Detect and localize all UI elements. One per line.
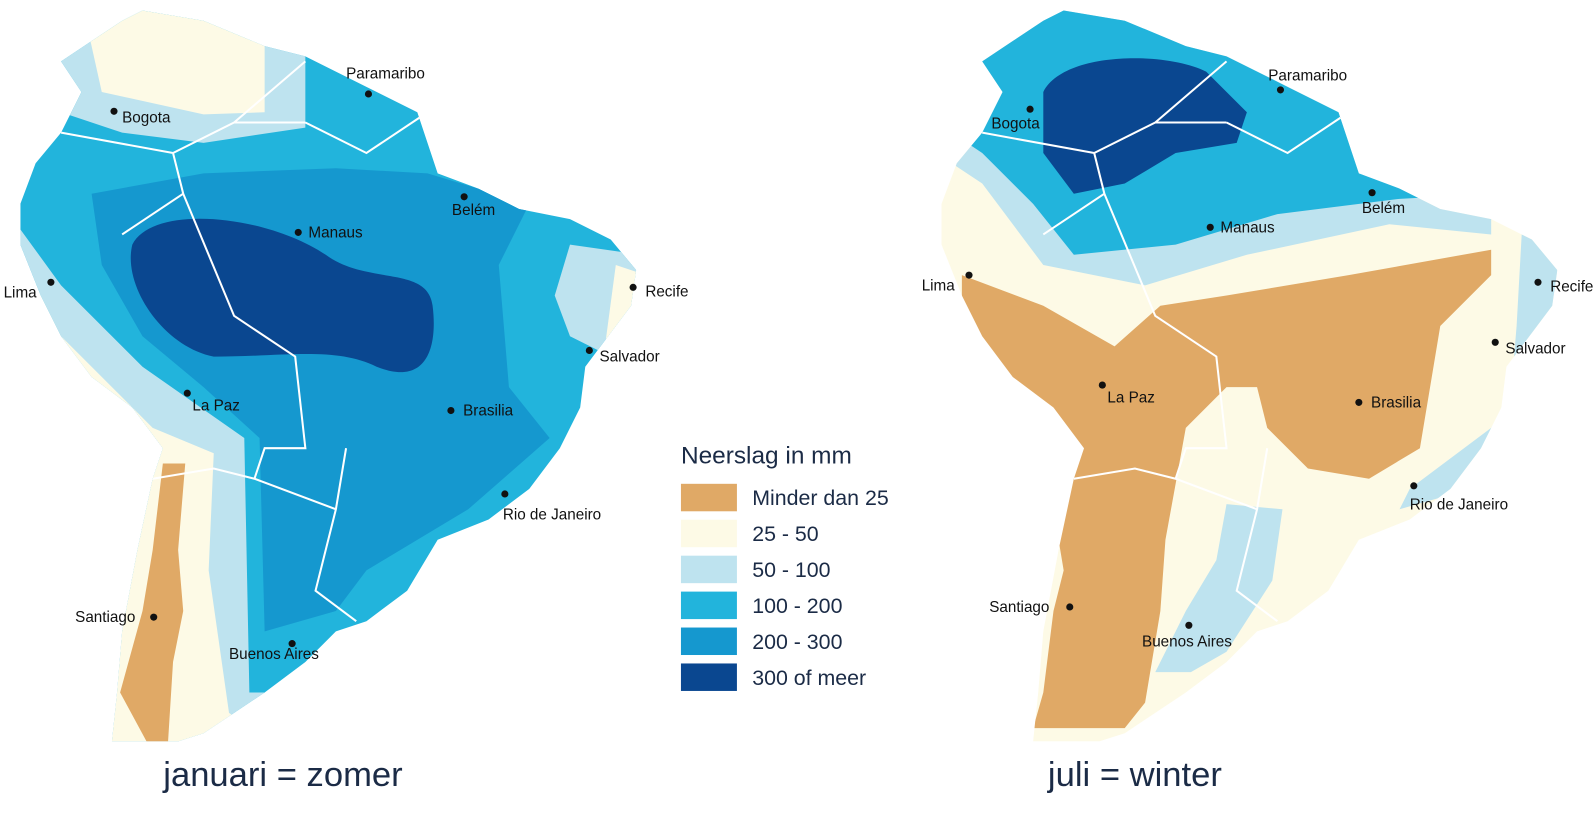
- city-dot: [150, 613, 158, 621]
- legend-label: 300 of meer: [752, 666, 866, 690]
- city-dot: [1098, 381, 1106, 389]
- legend-label: Minder dan 25: [752, 486, 889, 510]
- city-label: Manaus: [308, 224, 363, 241]
- city-label: La Paz: [192, 398, 239, 415]
- city-label: Paramaribo: [1268, 68, 1347, 85]
- caption: januari = zomer: [162, 756, 402, 794]
- legend-swatch: [680, 519, 737, 548]
- city-label: Bogota: [991, 116, 1040, 133]
- city-dot: [1491, 338, 1499, 346]
- legend-label: 50 - 100: [752, 558, 830, 582]
- city-label: Bogota: [122, 109, 171, 126]
- city-dot: [1355, 398, 1363, 406]
- city-dot: [460, 193, 468, 201]
- legend-label: 100 - 200: [752, 594, 842, 618]
- city-label: Lima: [922, 277, 956, 294]
- city-label: Salvador: [1505, 341, 1565, 358]
- legend: Minder dan 25 25 - 50 50 - 100 100 - 200 200…: [680, 483, 889, 691]
- legend-label: 25 - 50: [752, 522, 819, 546]
- precipitation-zone: [1399, 234, 1558, 510]
- city-dot: [294, 228, 302, 236]
- city-dot: [629, 283, 637, 291]
- borders: [60, 60, 429, 623]
- map-january: Bogota Paramaribo Manaus Belém Lima Recife Sal…: [4, 10, 689, 742]
- city-dot: [1368, 189, 1376, 197]
- city-dot: [585, 346, 593, 355]
- city-label: Recife: [1550, 278, 1593, 295]
- precipitation-zone: [961, 249, 1492, 729]
- city-label: La Paz: [1107, 389, 1154, 406]
- caption: juli = winter: [1047, 756, 1222, 794]
- city-label: Salvador: [600, 349, 660, 366]
- city-dot: [1066, 603, 1074, 611]
- city-dot: [1185, 621, 1193, 629]
- city-dot: [1410, 482, 1418, 490]
- city-dot: [364, 90, 373, 98]
- city-label: Rio de Janeiro: [1410, 496, 1508, 513]
- city-label: Brasilia: [463, 403, 514, 420]
- city-label: Santiago: [75, 609, 135, 626]
- city-dot: [965, 271, 973, 279]
- city-label: Brasilia: [1371, 394, 1422, 411]
- city-label: Manaus: [1220, 219, 1275, 236]
- city-label: Santiago: [989, 599, 1049, 616]
- city-label: Paramaribo: [346, 66, 425, 83]
- city-label: Buenos Aires: [229, 646, 319, 663]
- city-dot: [1276, 86, 1285, 94]
- city-dot: [47, 278, 55, 286]
- legend-swatch: [680, 663, 737, 691]
- precipitation-zone: [120, 463, 186, 742]
- legend-label: 200 - 300: [752, 630, 842, 654]
- legend-title: Neerslag in mm: [681, 442, 852, 469]
- city-label: Lima: [4, 285, 38, 302]
- city-dot: [1534, 278, 1542, 286]
- city-dot: [501, 490, 509, 498]
- precipitation-zone: [81, 10, 265, 115]
- legend-swatch: [680, 591, 737, 620]
- legend-swatch: [680, 627, 737, 656]
- city-dot: [288, 640, 296, 648]
- legend-swatch: [680, 555, 737, 584]
- precipitation-zone: [1043, 58, 1247, 194]
- city-label: Belém: [1362, 200, 1405, 217]
- city-dot: [447, 406, 455, 415]
- city-dot: [183, 389, 191, 397]
- city-dot: [1206, 223, 1214, 231]
- city-dot: [110, 107, 118, 115]
- city-label: Rio de Janeiro: [503, 506, 601, 523]
- precipitation-zone: [605, 264, 637, 342]
- city-label: Buenos Aires: [1142, 634, 1232, 651]
- borders: [982, 60, 1350, 623]
- city-dot: [1026, 105, 1034, 113]
- legend-swatch: [680, 483, 737, 512]
- city-label: Recife: [645, 284, 688, 301]
- precipitation-zone: [130, 218, 434, 373]
- city-label: Belém: [452, 202, 495, 219]
- precipitation-zone: [1155, 504, 1283, 673]
- map-july: Bogota Paramaribo Manaus Belém Lima Recife Sal…: [922, 10, 1593, 742]
